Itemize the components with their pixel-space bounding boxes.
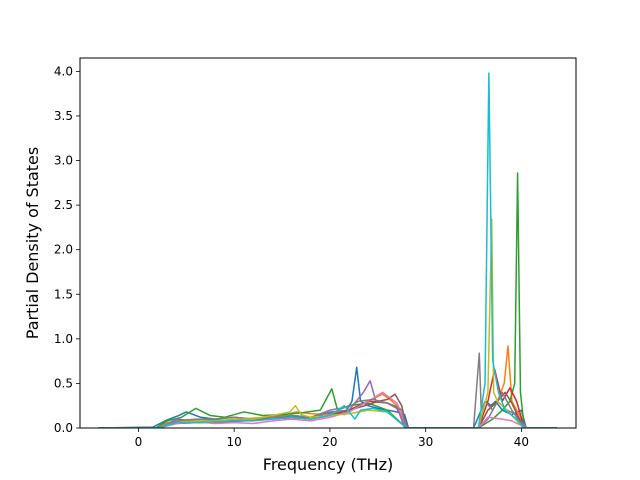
x-tick-label-2: 20 [322,435,337,449]
series-layer [98,72,557,428]
y-tick-label-6: 3.0 [54,154,73,168]
plot-background [80,58,576,428]
y-tick-label-2: 1.0 [54,332,73,346]
x-tick-label-0: 0 [135,435,143,449]
y-tick-label-5: 2.5 [54,198,73,212]
x-axis-title: Frequency (THz) [263,455,393,474]
y-tick-label-1: 0.5 [54,376,73,390]
x-tick-label-1: 10 [227,435,242,449]
y-tick-label-8: 4.0 [54,64,73,78]
y-tick-label-7: 3.5 [54,109,73,123]
series-line-10 [98,72,557,428]
y-tick-label-3: 1.5 [54,287,73,301]
y-axis-title: Partial Density of States [23,147,42,339]
x-axis-ticks: 0 10 20 30 40 [135,428,529,449]
y-tick-label-4: 2.0 [54,243,73,257]
y-tick-label-0: 0.0 [54,421,73,435]
y-axis-ticks: 0.0 0.5 1.0 1.5 2.0 2.5 3.0 3.5 4.0 [54,64,80,435]
x-tick-label-4: 40 [514,435,529,449]
plot-frame [79,57,577,429]
x-tick-label-3: 30 [418,435,433,449]
series-line-8 [98,352,557,428]
